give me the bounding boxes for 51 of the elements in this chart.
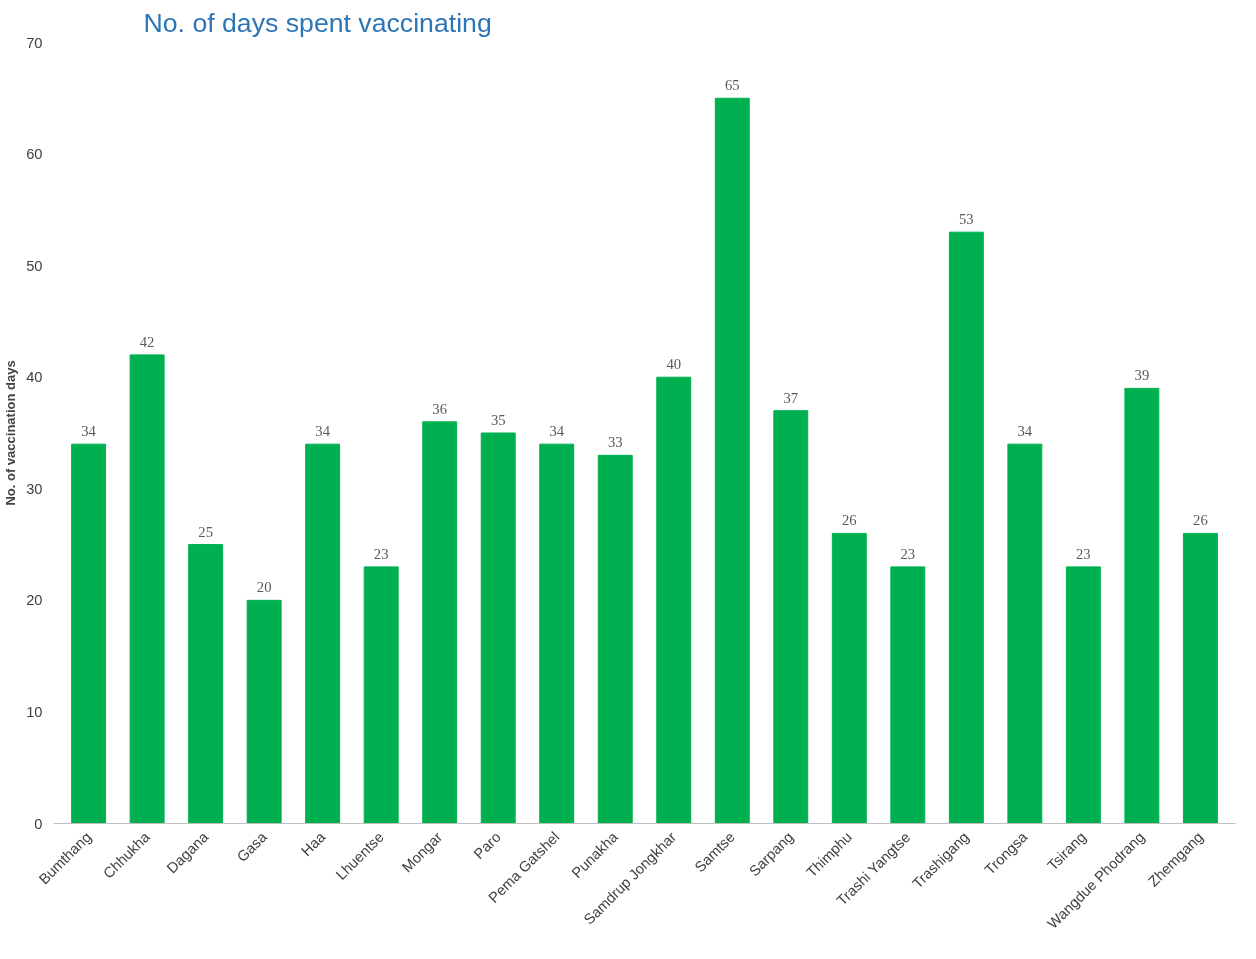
bar [831, 532, 867, 824]
y-tick-label: 40 [26, 369, 43, 386]
data-label: 34 [1017, 423, 1033, 440]
y-tick-label: 30 [26, 480, 43, 497]
bar [773, 410, 809, 824]
bar [305, 443, 341, 824]
bar [1182, 532, 1218, 824]
bar [71, 443, 107, 824]
bar [539, 443, 575, 824]
data-label: 35 [490, 412, 506, 428]
data-label: 65 [724, 77, 740, 94]
data-label: 26 [1193, 512, 1208, 529]
chart-title: No. of days spent vaccinating [143, 7, 492, 38]
data-label: 25 [198, 523, 213, 540]
x-tick-label: Haa [298, 828, 329, 860]
data-label: 37 [783, 389, 799, 406]
bar [597, 454, 633, 824]
data-label: 40 [666, 356, 682, 373]
data-label: 34 [81, 423, 97, 440]
data-label: 23 [373, 545, 389, 562]
bar [1065, 566, 1101, 824]
bar [1007, 443, 1043, 824]
data-label: 26 [841, 512, 857, 529]
bar [363, 566, 399, 824]
data-label: 36 [432, 400, 448, 417]
data-label: 33 [607, 434, 623, 451]
y-tick-label: 70 [26, 34, 43, 51]
data-label: 53 [959, 211, 974, 228]
y-tick-label: 20 [26, 592, 43, 609]
data-label: 34 [549, 423, 565, 440]
bar [129, 354, 165, 824]
y-tick-label: 60 [26, 146, 43, 163]
bar [422, 421, 458, 824]
data-label: 42 [139, 333, 155, 350]
data-label: 34 [315, 423, 331, 440]
bar [714, 97, 750, 824]
bar [480, 432, 516, 824]
bar [890, 566, 926, 824]
data-label: 23 [1076, 545, 1091, 562]
bar [656, 376, 692, 824]
data-label: 23 [900, 545, 916, 562]
data-label: 20 [256, 579, 272, 596]
bar [188, 544, 224, 824]
y-axis-title: No. of vaccination days [3, 360, 19, 506]
y-tick-label: 10 [26, 703, 43, 720]
y-tick-label: 0 [34, 815, 43, 832]
bar [246, 599, 282, 824]
y-tick-label: 50 [26, 257, 43, 274]
data-label: 39 [1134, 367, 1150, 384]
bar [948, 231, 984, 824]
bar [1124, 387, 1160, 824]
